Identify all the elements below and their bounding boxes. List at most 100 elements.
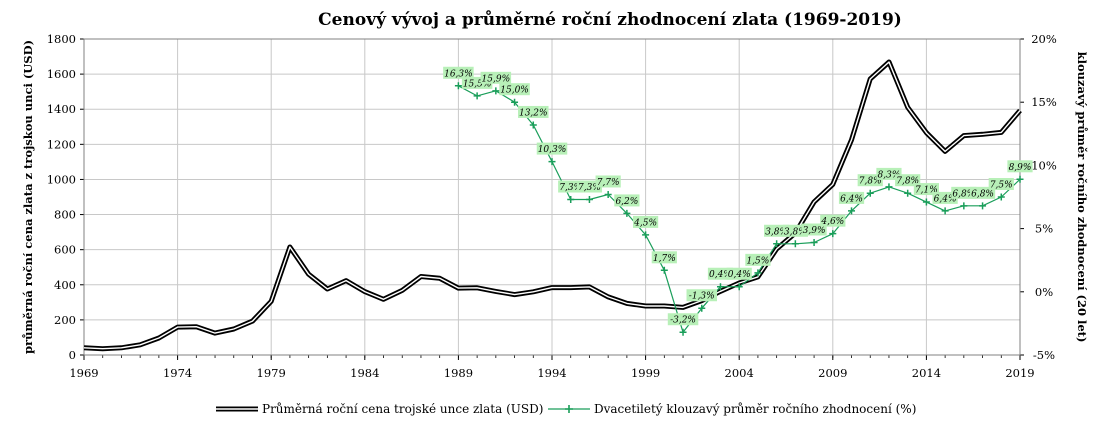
chart-title: Cenový vývoj a průměrné roční zhodnocení… (318, 9, 902, 30)
data-label: 7,8% (896, 177, 919, 187)
avg-point-plus-icon (698, 304, 706, 312)
avg-point-plus-icon (492, 87, 500, 95)
data-label-bg (480, 71, 512, 84)
avg-point-plus-icon (679, 328, 687, 336)
avg-point-plus-icon (829, 230, 837, 238)
data-label-bg (595, 175, 621, 188)
data-label: 13,2% (519, 108, 548, 118)
avg-point-plus-icon (660, 266, 668, 274)
data-label: 7,5% (990, 181, 1013, 191)
data-label: 6,4% (934, 194, 957, 204)
data-label: 1,5% (746, 256, 769, 266)
data-label: 7,7% (597, 178, 620, 188)
legend-marker-plus-icon (565, 405, 573, 413)
avg-point-plus-icon (1016, 175, 1024, 183)
data-label-bg (518, 105, 549, 118)
avg-point-plus-icon (885, 183, 893, 191)
data-label: 15,5% (463, 79, 492, 89)
data-label-bg (820, 214, 846, 227)
avg-point-plus-icon (642, 231, 650, 239)
avg-point-plus-icon (548, 158, 556, 166)
y-tick-label: 400 (54, 278, 76, 292)
x-tick-label: 2019 (1005, 366, 1034, 380)
data-label-bg (745, 253, 771, 266)
data-label-bg (667, 313, 699, 326)
y2-tick-label: 15% (1031, 95, 1057, 109)
data-labels: 16,3%15,5%15,9%15,0%13,2%10,3%7,3%7,3%7,… (443, 66, 1033, 326)
avg-point-plus-icon (904, 189, 912, 197)
x-tick-label: 1999 (631, 366, 660, 380)
data-label: 6,2% (615, 197, 638, 207)
avg-point-plus-icon (585, 196, 593, 204)
y2-tick-label: 5% (1035, 222, 1053, 236)
legend-item-avg: Dvacetiletý klouzavý průměr ročního zhod… (548, 401, 916, 416)
avg-point-plus-icon (848, 207, 856, 215)
data-label: 4,5% (633, 218, 657, 228)
x-tick-label: 1994 (537, 366, 566, 380)
avg-point-plus-icon (623, 209, 631, 217)
avg-point-plus-icon (960, 202, 968, 210)
avg-point-plus-icon (997, 193, 1005, 201)
y-tick-label: 200 (54, 313, 76, 327)
y-tick-label: 1600 (47, 67, 76, 81)
axes: 0 200 400 600 800 1000 1200 1400 1600 1800 1969 197… (47, 32, 1057, 380)
data-label-bg (838, 191, 865, 204)
data-label: 1,7% (653, 254, 676, 264)
data-label-bg (988, 178, 1014, 190)
data-label: 6,8% (952, 189, 975, 199)
x-tick-label: 2014 (912, 366, 941, 380)
price-series-line-inner (83, 61, 1021, 350)
data-label: -3,2% (670, 316, 696, 326)
data-label: 3,8% (784, 227, 807, 237)
x-tick-label: 1984 (350, 366, 379, 380)
avg-point-plus-icon (473, 92, 481, 100)
y-tick-label: 0 (69, 348, 76, 362)
avg-point-plus-icon (773, 240, 781, 248)
data-label: 7,3% (559, 183, 582, 193)
avg-point-plus-icon (735, 283, 743, 291)
data-label: 7,1% (915, 186, 938, 196)
data-label: -1,3% (689, 292, 715, 302)
y-tick-label: 1400 (47, 102, 76, 116)
y-tick-label: 1200 (47, 137, 76, 151)
data-label-bg (1007, 160, 1033, 173)
data-label: 16,3% (444, 69, 473, 79)
data-label-bg (536, 142, 568, 155)
avg-point-plus-icon (754, 269, 762, 277)
legend: Průměrná roční cena trojské unce zlata (… (216, 401, 916, 416)
data-label-bg (633, 215, 659, 228)
legend-label-avg: Dvacetiletý klouzavý průměr ročního zhod… (594, 401, 916, 416)
avg-point-plus-icon (810, 239, 818, 247)
data-label: 4,6% (820, 217, 844, 227)
avg-point-plus-icon (922, 198, 930, 206)
data-label-bg (686, 289, 718, 302)
data-label-bg (726, 267, 752, 280)
grid (83, 38, 1021, 356)
x-tick-label: 1969 (69, 366, 98, 380)
plot-border (83, 38, 1021, 356)
data-label: 6,8% (971, 189, 994, 199)
data-label: 3,8% (765, 227, 788, 237)
avg-point-plus-icon (716, 283, 724, 291)
y2-tick-label: -5% (1033, 348, 1055, 362)
y-tick-label: 1800 (47, 32, 76, 46)
data-label: 6,4% (840, 194, 863, 204)
data-label-bg (499, 83, 530, 96)
x-tick-label: 2009 (818, 366, 847, 380)
data-label: 0,4% (709, 270, 732, 280)
data-label-bg (443, 66, 474, 79)
y2-tick-label: 0% (1035, 285, 1053, 299)
avg-point-plus-icon (791, 240, 799, 248)
avg-point-plus-icon (567, 196, 575, 204)
data-label: 7,3% (578, 183, 601, 193)
avg-point-plus-icon (529, 121, 537, 129)
avg-point-plus-icon (454, 82, 462, 90)
x-tick-label: 1974 (163, 366, 192, 380)
y2-tick-label: 20% (1031, 32, 1057, 46)
data-label: 15,9% (482, 74, 511, 84)
data-label: 8,9% (1009, 163, 1032, 173)
series (83, 59, 1024, 352)
x-tick-label: 1979 (257, 366, 286, 380)
